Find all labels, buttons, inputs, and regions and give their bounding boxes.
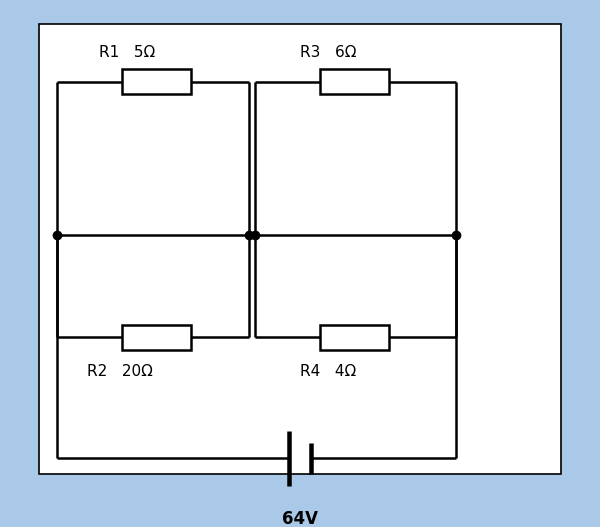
Text: 64V: 64V [282, 510, 318, 527]
Bar [320, 325, 389, 350]
Bar [122, 69, 191, 94]
Text: R2   20Ω: R2 20Ω [87, 364, 153, 379]
Bar [122, 325, 191, 350]
Text: R4   4Ω: R4 4Ω [300, 364, 356, 379]
Text: R3   6Ω: R3 6Ω [300, 45, 356, 60]
Text: R1   5Ω: R1 5Ω [99, 45, 155, 60]
Bar [320, 69, 389, 94]
Bar [39, 24, 561, 474]
